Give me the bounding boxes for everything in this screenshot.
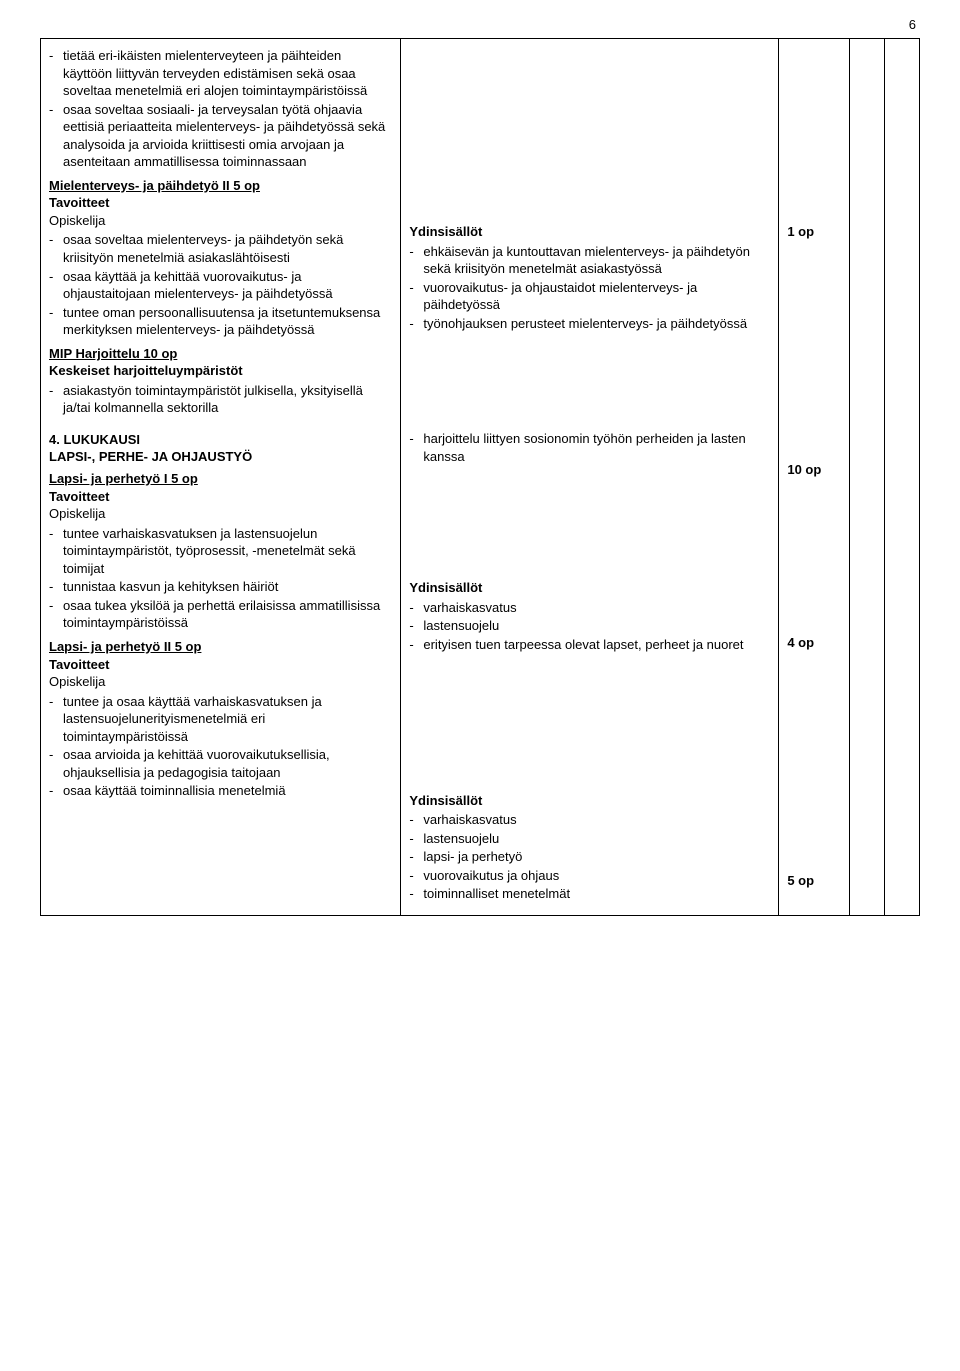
ydinsisallot-label: Ydinsisällöt [409,223,770,241]
list-item: ehkäisevän ja kuntouttavan mielenterveys… [409,243,770,278]
lp1-ydin-list: varhaiskasvatus lastensuojelu erityisen … [409,599,770,654]
credits-value: 1 op [787,223,840,241]
list-item: lastensuojelu [409,617,770,635]
curriculum-table: tietää eri-ikäisten mielenterveyteen ja … [40,38,920,916]
course-title-text: Lapsi- ja perhetyö I 5 op [49,471,198,486]
mip2-ydin-list: ehkäisevän ja kuntouttavan mielenterveys… [409,243,770,333]
list-item: tuntee ja osaa käyttää varhaiskasvatukse… [49,693,392,746]
mid-cell: Ydinsisällöt ehkäisevän ja kuntouttavan … [401,39,779,916]
list-item: työnohjauksen perusteet mielenterveys- j… [409,315,770,333]
spare-cell-2 [884,39,919,916]
tavoitteet-label: Tavoitteet [49,656,392,674]
ydinsisallot-label: Ydinsisällöt [409,579,770,597]
list-item: vuorovaikutus- ja ohjaustaidot mielenter… [409,279,770,314]
credits-value: 4 op [787,634,840,652]
tavoitteet-label: Tavoitteet [49,488,392,506]
opiskelija-label: Opiskelija [49,212,392,230]
list-item: tuntee varhaiskasvatuksen ja lastensuoje… [49,525,392,578]
lp2-goals: tuntee ja osaa käyttää varhaiskasvatukse… [49,693,392,800]
list-item: asiakastyön toimintaympäristöt julkisell… [49,382,392,417]
lp2-ydin-list: varhaiskasvatus lastensuojelu lapsi- ja … [409,811,770,903]
list-item: osaa käyttää ja kehittää vuorovaikutus- … [49,268,392,303]
list-item: tunnistaa kasvun ja kehityksen häiriöt [49,578,392,596]
list-item: tuntee oman persoonallisuutensa ja itset… [49,304,392,339]
op-cell: 1 op 10 op 4 op 5 op [779,39,849,916]
list-item: lapsi- ja perhetyö [409,848,770,866]
list-item: lastensuojelu [409,830,770,848]
opiskelija-label: Opiskelija [49,673,392,691]
list-item: osaa soveltaa sosiaali- ja terveysalan t… [49,101,392,171]
course-title-text: Lapsi- ja perhetyö II 5 op [49,639,201,654]
list-item: erityisen tuen tarpeessa olevat lapset, … [409,636,770,654]
list-item: osaa soveltaa mielenterveys- ja päihdety… [49,231,392,266]
lukukausi-heading: 4. LUKUKAUSI [49,431,392,449]
credits-value: 5 op [787,872,840,890]
course-title-lp1: Lapsi- ja perhetyö I 5 op [49,470,392,488]
table-row: tietää eri-ikäisten mielenterveyteen ja … [41,39,920,916]
course-title-text: MIP Harjoittelu 10 op [49,346,177,361]
left-cell: tietää eri-ikäisten mielenterveyteen ja … [41,39,401,916]
opiskelija-label: Opiskelija [49,505,392,523]
list-item: harjoittelu liittyen sosionomin työhön p… [409,430,770,465]
lukukausi-subheading: LAPSI-, PERHE- JA OHJAUSTYÖ [49,448,392,466]
list-item: vuorovaikutus ja ohjaus [409,867,770,885]
page-number: 6 [909,16,916,34]
tavoitteet-label: Tavoitteet [49,194,392,212]
list-item: osaa arvioida ja kehittää vuorovaikutuks… [49,746,392,781]
list-item: osaa käyttää toiminnallisia menetelmiä [49,782,392,800]
lp1-goals: tuntee varhaiskasvatuksen ja lastensuoje… [49,525,392,632]
mip2-goals: osaa soveltaa mielenterveys- ja päihdety… [49,231,392,338]
course-title-text: Mielenterveys- ja päihdetyö II 5 op [49,178,260,193]
mip-harj-items: asiakastyön toimintaympäristöt julkisell… [49,382,392,417]
intro-list: tietää eri-ikäisten mielenterveyteen ja … [49,47,392,171]
course-title-mip-harj: MIP Harjoittelu 10 op [49,345,392,363]
list-item: tietää eri-ikäisten mielenterveyteen ja … [49,47,392,100]
list-item: osaa tukea yksilöä ja perhettä erilaisis… [49,597,392,632]
spare-cell-1 [849,39,884,916]
course-title-mip2: Mielenterveys- ja päihdetyö II 5 op [49,177,392,195]
ydinsisallot-label: Ydinsisällöt [409,792,770,810]
list-item: varhaiskasvatus [409,811,770,829]
list-item: toiminnalliset menetelmät [409,885,770,903]
list-item: varhaiskasvatus [409,599,770,617]
credits-value: 10 op [787,461,840,479]
document-page: 6 tietää eri-ikäisten mielenterveyteen j… [0,0,960,1371]
harjoittelu-sub: Keskeiset harjoitteluympäristöt [49,362,392,380]
mip-harj-ydin-list: harjoittelu liittyen sosionomin työhön p… [409,430,770,465]
course-title-lp2: Lapsi- ja perhetyö II 5 op [49,638,392,656]
